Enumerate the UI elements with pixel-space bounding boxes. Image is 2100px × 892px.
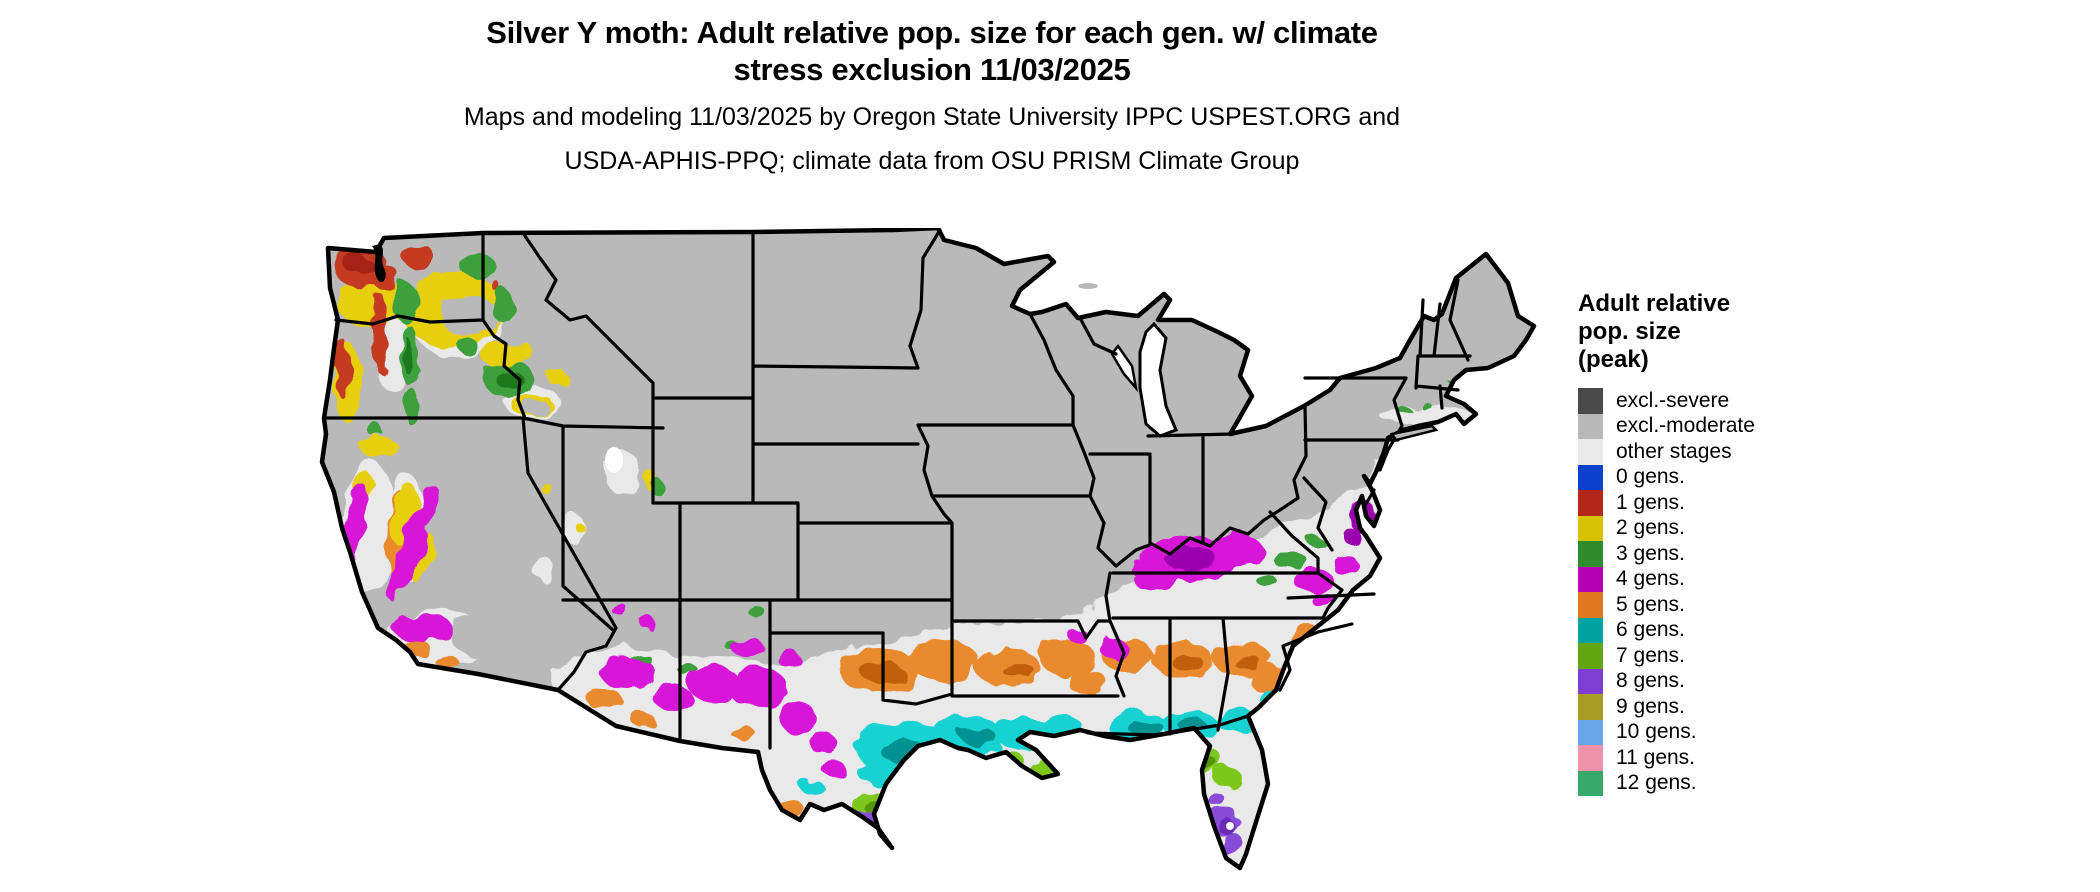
legend-item: 12 gens. xyxy=(1578,770,1878,796)
legend-swatch xyxy=(1578,566,1603,592)
legend-title-line1: Adult relative xyxy=(1578,290,1731,317)
legend-swatch xyxy=(1578,515,1603,541)
legend-item: 2 gens. xyxy=(1578,515,1878,541)
legend-item: other stages xyxy=(1578,439,1878,465)
map-title-line1: Silver Y moth: Adult relative pop. size … xyxy=(486,15,1378,50)
region-8-gens xyxy=(844,791,1243,856)
map-subtitle-line2: USDA-APHIS-PPQ; climate data from OSU PR… xyxy=(564,147,1300,175)
map-subtitle-line1: Maps and modeling 11/03/2025 by Oregon S… xyxy=(463,103,1401,131)
us-choropleth-map xyxy=(318,228,1543,883)
isle-royale xyxy=(1078,283,1098,289)
legend-item: 3 gens. xyxy=(1578,541,1878,567)
legend-label: 7 gens. xyxy=(1616,643,1685,667)
legend-item: 9 gens. xyxy=(1578,694,1878,720)
legend-swatch xyxy=(1578,413,1603,439)
legend-swatch xyxy=(1578,541,1603,567)
legend-swatch xyxy=(1578,464,1603,490)
legend-item: 4 gens. xyxy=(1578,566,1878,592)
legend-item: excl.-severe xyxy=(1578,388,1878,414)
legend-label: 12 gens. xyxy=(1616,771,1697,795)
map-title-line2: stress exclusion 11/03/2025 xyxy=(733,52,1131,87)
legend-title-line2: pop. size xyxy=(1578,318,1681,345)
legend-title: Adult relative pop. size (peak) xyxy=(1578,290,1878,374)
legend-items: excl.-severe excl.-moderate other stages 0 … xyxy=(1578,388,1878,796)
legend-label: excl.-severe xyxy=(1616,388,1730,412)
legend-label: 0 gens. xyxy=(1616,465,1685,489)
legend-label: 10 gens. xyxy=(1616,720,1697,744)
legend-label: 3 gens. xyxy=(1616,541,1685,565)
legend-swatch xyxy=(1578,617,1603,643)
us-map-svg xyxy=(318,228,1543,883)
legend-swatch xyxy=(1578,439,1603,465)
legend-item: 5 gens. xyxy=(1578,592,1878,618)
legend-item: 7 gens. xyxy=(1578,643,1878,669)
region-9-gens xyxy=(887,849,893,855)
legend-label: 1 gens. xyxy=(1616,490,1685,514)
legend-swatch xyxy=(1578,694,1603,720)
legend-label: 6 gens. xyxy=(1616,618,1685,642)
legend-swatch xyxy=(1578,668,1603,694)
lake-okeechobee xyxy=(1226,822,1234,830)
legend-item: 11 gens. xyxy=(1578,745,1878,771)
legend-item: 6 gens. xyxy=(1578,617,1878,643)
legend-title-line3: (peak) xyxy=(1578,346,1649,373)
legend-swatch xyxy=(1578,388,1603,414)
legend-item: 0 gens. xyxy=(1578,464,1878,490)
legend-label: 4 gens. xyxy=(1616,567,1685,591)
legend-label: excl.-moderate xyxy=(1616,414,1755,438)
header: Silver Y moth: Adult relative pop. size … xyxy=(0,14,1864,176)
legend-swatch xyxy=(1578,770,1603,796)
great-salt-lake xyxy=(605,447,623,473)
legend-label: 2 gens. xyxy=(1616,516,1685,540)
legend-label: 8 gens. xyxy=(1616,669,1685,693)
legend-label: other stages xyxy=(1616,439,1732,463)
long-island xyxy=(1389,424,1439,442)
legend-item: 8 gens. xyxy=(1578,668,1878,694)
legend-item: 10 gens. xyxy=(1578,719,1878,745)
legend-swatch xyxy=(1578,592,1603,618)
legend: Adult relative pop. size (peak) excl.-se… xyxy=(1578,290,1878,796)
legend-swatch xyxy=(1578,719,1603,745)
state-borders xyxy=(322,228,1472,750)
legend-label: 9 gens. xyxy=(1616,694,1685,718)
legend-item: 1 gens. xyxy=(1578,490,1878,516)
legend-label: 5 gens. xyxy=(1616,592,1685,616)
legend-swatch xyxy=(1578,643,1603,669)
legend-label: 11 gens. xyxy=(1616,745,1696,769)
legend-swatch xyxy=(1578,490,1603,516)
legend-item: excl.-moderate xyxy=(1578,413,1878,439)
legend-swatch xyxy=(1578,745,1603,771)
